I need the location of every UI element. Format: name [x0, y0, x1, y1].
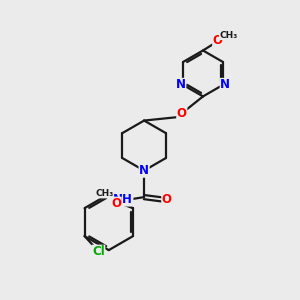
Text: NH: NH	[113, 193, 133, 206]
Text: N: N	[139, 164, 149, 177]
Text: N: N	[220, 78, 230, 92]
Text: O: O	[213, 34, 223, 47]
Text: Cl: Cl	[92, 245, 105, 258]
Text: CH₃: CH₃	[95, 189, 114, 198]
Text: CH₃: CH₃	[220, 31, 238, 40]
Text: O: O	[177, 107, 187, 120]
Text: O: O	[111, 197, 121, 210]
Text: N: N	[176, 78, 186, 92]
Text: O: O	[162, 193, 172, 206]
